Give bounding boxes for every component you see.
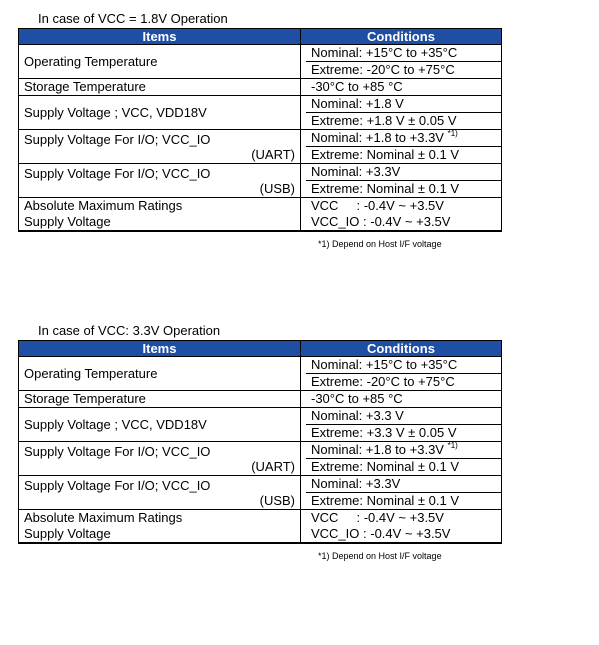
table-row: Storage Temperature -30°C to +85 °C [18,78,502,96]
condition-cell: Nominal: +3.3V Extreme: Nominal ± 0.1 V [300,163,502,198]
item-cell: Supply Voltage ; VCC, VDD18V [18,407,301,442]
item-label: Absolute Maximum Ratings [24,198,183,213]
item-label: Storage Temperature [24,391,146,406]
section-caption: In case of VCC = 1.8V Operation [38,11,228,26]
condition-cell: Nominal: +15°C to +35°C Extreme: -20°C t… [300,356,502,391]
condition-line: VCC : -0.4V ~ +3.5V [311,198,444,213]
item-label: Supply Voltage For I/O; VCC_IO [24,165,211,181]
footnote-marker: *1) [447,129,458,138]
item-label: Supply Voltage ; VCC, VDD18V [24,104,207,120]
item-cell: Supply Voltage For I/O; VCC_IO (UART) [18,441,301,476]
table-row: Supply Voltage For I/O; VCC_IO (USB) Nom… [18,475,502,510]
condition-cell: VCC : -0.4V ~ +3.5V VCC_IO : -0.4V ~ +3.… [300,509,502,544]
item-label-line2: Supply Voltage [24,214,111,229]
item-label: Supply Voltage For I/O; VCC_IO [24,131,211,147]
section-caption: In case of VCC: 3.3V Operation [38,323,221,338]
item-cell: Operating Temperature [18,44,301,79]
item-cell: Supply Voltage For I/O; VCC_IO (UART) [18,129,301,164]
condition-line: Extreme: -20°C to +75°C [306,373,501,390]
condition-cell: Nominal: +1.8 to +3.3V *1) Extreme: Nomi… [300,129,502,164]
condition-line: Extreme: +1.8 V ± 0.05 V [306,112,501,129]
condition-cell: Nominal: +3.3V Extreme: Nominal ± 0.1 V [300,475,502,510]
table-row: Operating Temperature Nominal: +15°C to … [18,356,502,391]
condition-line: VCC_IO : -0.4V ~ +3.5V [311,526,451,541]
item-qualifier: (USB) [259,180,295,196]
item-label: Absolute Maximum Ratings [24,510,183,525]
condition-line: Nominal: +1.8 to +3.3V *1) [306,441,501,459]
item-cell: Storage Temperature [18,78,301,96]
condition-line: VCC_IO : -0.4V ~ +3.5V [311,214,451,229]
items-header: Items [18,340,301,357]
table-row: Absolute Maximum Ratings Supply Voltage … [18,509,502,544]
item-qualifier: (UART) [251,146,295,162]
condition-line: Extreme: Nominal ± 0.1 V [306,146,501,163]
condition-cell: -30°C to +85 °C [300,390,502,408]
spec-section-1p8v: In case of VCC = 1.8V Operation Items Co… [18,11,502,250]
item-cell: Operating Temperature [18,356,301,391]
item-label: Supply Voltage ; VCC, VDD18V [24,416,207,432]
condition-line: -30°C to +85 °C [311,391,403,407]
footnote: *1) Depend on Host I/F voltage [318,239,442,249]
condition-line: -30°C to +85 °C [311,79,403,95]
condition-line: VCC : -0.4V ~ +3.5V [311,510,444,525]
condition-cell: Nominal: +3.3 V Extreme: +3.3 V ± 0.05 V [300,407,502,442]
condition-cell: Nominal: +1.8 to +3.3V *1) Extreme: Nomi… [300,441,502,476]
item-label: Operating Temperature [24,365,158,381]
items-header: Items [18,28,301,45]
table-row: Absolute Maximum Ratings Supply Voltage … [18,197,502,232]
condition-line: Extreme: +3.3 V ± 0.05 V [306,424,501,441]
condition-line: Extreme: Nominal ± 0.1 V [306,458,501,475]
conditions-header: Conditions [300,28,502,45]
condition-text: Nominal: +1.8 to +3.3V [311,442,444,458]
table-row: Storage Temperature -30°C to +85 °C [18,390,502,408]
condition-text: Nominal: +1.8 to +3.3V [311,130,444,146]
table-row: Operating Temperature Nominal: +15°C to … [18,44,502,79]
table-header-row: Items Conditions [18,28,502,45]
item-cell: Supply Voltage For I/O; VCC_IO (USB) [18,163,301,198]
condition-line: Extreme: Nominal ± 0.1 V [306,492,501,509]
footnote: *1) Depend on Host I/F voltage [318,551,442,561]
conditions-header: Conditions [300,340,502,357]
condition-line: Nominal: +15°C to +35°C [311,357,458,373]
table-row: Supply Voltage ; VCC, VDD18V Nominal: +1… [18,95,502,130]
spec-section-3p3v: In case of VCC: 3.3V Operation Items Con… [18,323,502,562]
condition-line: Nominal: +3.3 V [311,408,404,424]
condition-cell: VCC : -0.4V ~ +3.5V VCC_IO : -0.4V ~ +3.… [300,197,502,232]
item-label: Supply Voltage For I/O; VCC_IO [24,443,211,459]
table-header-row: Items Conditions [18,340,502,357]
item-cell: Supply Voltage ; VCC, VDD18V [18,95,301,130]
item-qualifier: (USB) [259,492,295,508]
condition-cell: Nominal: +15°C to +35°C Extreme: -20°C t… [300,44,502,79]
condition-line: Nominal: +15°C to +35°C [311,45,458,61]
item-cell: Absolute Maximum Ratings Supply Voltage [18,509,301,544]
operating-conditions-table: Items Conditions Operating Temperature N… [18,340,502,544]
table-row: Supply Voltage For I/O; VCC_IO (USB) Nom… [18,163,502,198]
item-label: Operating Temperature [24,53,158,69]
operating-conditions-table: Items Conditions Operating Temperature N… [18,28,502,232]
item-cell: Supply Voltage For I/O; VCC_IO (USB) [18,475,301,510]
table-row: Supply Voltage For I/O; VCC_IO (UART) No… [18,441,502,476]
table-row: Supply Voltage For I/O; VCC_IO (UART) No… [18,129,502,164]
item-qualifier: (UART) [251,458,295,474]
condition-line: Extreme: Nominal ± 0.1 V [306,180,501,197]
condition-line: Nominal: +3.3V [311,164,401,180]
condition-line: Extreme: -20°C to +75°C [306,61,501,78]
item-label-line2: Supply Voltage [24,526,111,541]
condition-cell: Nominal: +1.8 V Extreme: +1.8 V ± 0.05 V [300,95,502,130]
condition-line: Nominal: +1.8 to +3.3V *1) [306,129,501,147]
condition-line: Nominal: +3.3V [311,476,401,492]
condition-line: Nominal: +1.8 V [311,96,404,112]
item-label: Storage Temperature [24,79,146,94]
condition-cell: -30°C to +85 °C [300,78,502,96]
item-cell: Storage Temperature [18,390,301,408]
item-label: Supply Voltage For I/O; VCC_IO [24,477,211,493]
footnote-marker: *1) [447,441,458,450]
item-cell: Absolute Maximum Ratings Supply Voltage [18,197,301,232]
table-row: Supply Voltage ; VCC, VDD18V Nominal: +3… [18,407,502,442]
